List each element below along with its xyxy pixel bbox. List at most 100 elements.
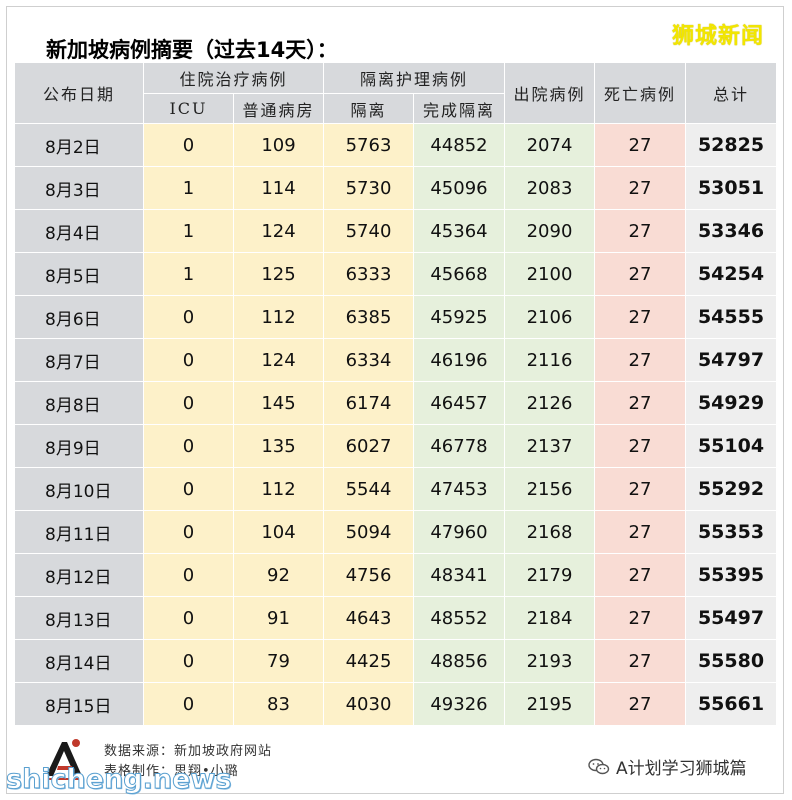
cell-ward: 83: [233, 682, 324, 726]
cell-isolation: 4425: [323, 639, 414, 683]
table-row: 8月11日 0 104 5094 47960 2168 27 55353: [14, 510, 777, 554]
cell-total: 55661: [685, 682, 777, 726]
cell-deaths: 27: [594, 424, 686, 468]
cell-discharged: 2083: [504, 166, 595, 210]
cell-isolation: 5544: [323, 467, 414, 511]
cell-total: 54929: [685, 381, 777, 425]
header-date: 公布日期: [14, 62, 144, 124]
table-row: 8月13日 0 91 4643 48552 2184 27 55497: [14, 596, 777, 640]
cell-total: 55395: [685, 553, 777, 597]
cell-completed: 48341: [413, 553, 505, 597]
cell-ward: 145: [233, 381, 324, 425]
cell-completed: 48552: [413, 596, 505, 640]
cell-total: 53051: [685, 166, 777, 210]
cell-icu: 1: [143, 209, 234, 253]
cell-total: 54254: [685, 252, 777, 296]
header-discharged: 出院病例: [504, 62, 595, 124]
cell-total: 53346: [685, 209, 777, 253]
table-row: 8月4日 1 124 5740 45364 2090 27 53346: [14, 209, 777, 253]
header-ward: 普通病房: [233, 93, 324, 124]
cell-completed: 46778: [413, 424, 505, 468]
cell-deaths: 27: [594, 596, 686, 640]
table-row: 8月3日 1 114 5730 45096 2083 27 53051: [14, 166, 777, 210]
cell-date: 8月4日: [14, 209, 144, 253]
cell-icu: 0: [143, 553, 234, 597]
cell-completed: 46196: [413, 338, 505, 382]
watermark-top: 狮城新闻: [672, 24, 765, 49]
cell-completed: 46457: [413, 381, 505, 425]
cell-icu: 1: [143, 166, 234, 210]
header-icu: ICU: [143, 93, 234, 124]
cell-ward: 79: [233, 639, 324, 683]
cell-deaths: 27: [594, 553, 686, 597]
cell-discharged: 2156: [504, 467, 595, 511]
cell-icu: 0: [143, 338, 234, 382]
cell-deaths: 27: [594, 252, 686, 296]
cell-completed: 45364: [413, 209, 505, 253]
cell-completed: 47960: [413, 510, 505, 554]
cell-date: 8月14日: [14, 639, 144, 683]
cell-date: 8月7日: [14, 338, 144, 382]
wechat-icon: [588, 758, 610, 774]
cell-isolation: 6174: [323, 381, 414, 425]
cell-deaths: 27: [594, 682, 686, 726]
cell-icu: 0: [143, 682, 234, 726]
cell-date: 8月12日: [14, 553, 144, 597]
cell-discharged: 2106: [504, 295, 595, 339]
cell-discharged: 2137: [504, 424, 595, 468]
header-hospital: 住院治疗病例: [143, 62, 324, 94]
table-row: 8月7日 0 124 6334 46196 2116 27 54797: [14, 338, 777, 382]
cell-discharged: 2126: [504, 381, 595, 425]
watermark-left: shicheng.news: [5, 764, 232, 796]
cell-icu: 0: [143, 123, 234, 167]
table-row: 8月8日 0 145 6174 46457 2126 27 54929: [14, 381, 777, 425]
cell-total: 54555: [685, 295, 777, 339]
table-row: 8月6日 0 112 6385 45925 2106 27 54555: [14, 295, 777, 339]
cell-isolation: 5740: [323, 209, 414, 253]
cell-completed: 45668: [413, 252, 505, 296]
cell-date: 8月2日: [14, 123, 144, 167]
cell-deaths: 27: [594, 209, 686, 253]
cell-date: 8月6日: [14, 295, 144, 339]
cell-completed: 47453: [413, 467, 505, 511]
table-row: 8月5日 1 125 6333 45668 2100 27 54254: [14, 252, 777, 296]
cell-icu: 0: [143, 510, 234, 554]
cell-completed: 45096: [413, 166, 505, 210]
cell-discharged: 2074: [504, 123, 595, 167]
cell-isolation: 4756: [323, 553, 414, 597]
source-text: 数据来源：新加坡政府网站: [104, 744, 273, 759]
header-completed: 完成隔离: [413, 93, 505, 124]
cell-icu: 1: [143, 252, 234, 296]
cell-total: 52825: [685, 123, 777, 167]
cell-ward: 112: [233, 295, 324, 339]
cell-discharged: 2195: [504, 682, 595, 726]
watermark-right: A计划学习狮城篇: [588, 754, 747, 779]
cell-deaths: 27: [594, 639, 686, 683]
cell-deaths: 27: [594, 467, 686, 511]
cell-isolation: 6027: [323, 424, 414, 468]
cell-date: 8月3日: [14, 166, 144, 210]
watermark-right-text: A计划学习狮城篇: [616, 759, 747, 779]
cases-table: 公布日期 住院治疗病例 隔离护理病例 出院病例 死亡病例 总计 ICU 普通病房…: [14, 62, 777, 726]
cell-isolation: 5094: [323, 510, 414, 554]
table-row: 8月2日 0 109 5763 44852 2074 27 52825: [14, 123, 777, 167]
cell-icu: 0: [143, 381, 234, 425]
header-total: 总计: [685, 62, 777, 124]
cell-discharged: 2179: [504, 553, 595, 597]
cell-icu: 0: [143, 639, 234, 683]
table-row: 8月12日 0 92 4756 48341 2179 27 55395: [14, 553, 777, 597]
cell-total: 55353: [685, 510, 777, 554]
header-isolation: 隔离: [323, 93, 414, 124]
cell-date: 8月11日: [14, 510, 144, 554]
cell-deaths: 27: [594, 510, 686, 554]
table-row: 8月15日 0 83 4030 49326 2195 27 55661: [14, 682, 777, 726]
cell-total: 54797: [685, 338, 777, 382]
cell-date: 8月5日: [14, 252, 144, 296]
cell-date: 8月9日: [14, 424, 144, 468]
cell-discharged: 2100: [504, 252, 595, 296]
cell-date: 8月8日: [14, 381, 144, 425]
cell-date: 8月15日: [14, 682, 144, 726]
cell-icu: 0: [143, 596, 234, 640]
cell-isolation: 4643: [323, 596, 414, 640]
cell-deaths: 27: [594, 381, 686, 425]
